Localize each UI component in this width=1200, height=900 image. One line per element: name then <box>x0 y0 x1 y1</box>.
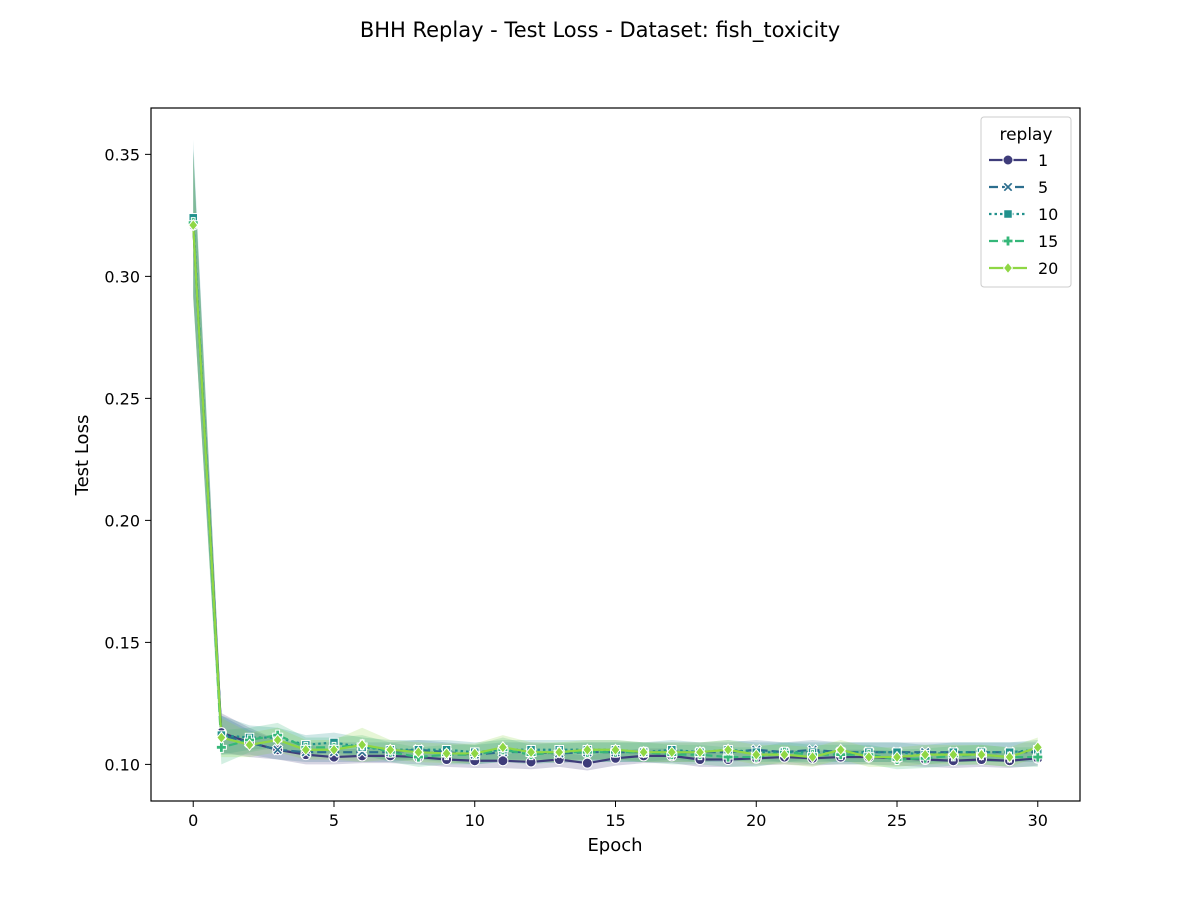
point-series-20-epoch-10 <box>469 747 480 760</box>
legend-marker-20 <box>1002 261 1014 275</box>
line-series-1 <box>192 225 1038 765</box>
y-axis-ticks: 0.10 0.15 0.20 0.25 0.30 0.35 <box>104 145 151 774</box>
point-series-20-epoch-8 <box>413 745 424 759</box>
x-tick-label-10: 10 <box>465 811 485 830</box>
point-series-15-epoch-1 <box>215 741 227 753</box>
plot-area-frame <box>150 107 1081 802</box>
y-tick-label-0.20: 0.20 <box>104 511 140 530</box>
point-series-20-epoch-15 <box>610 743 621 757</box>
line-series-10 <box>192 217 1038 756</box>
series-markers <box>187 213 1044 769</box>
point-series-15-epoch-30 <box>1032 751 1044 763</box>
point-series-20-epoch-27 <box>948 748 959 761</box>
band-series-1 <box>193 151 1038 771</box>
point-series-20-epoch-22 <box>807 750 818 764</box>
x-tick-label-5: 5 <box>329 811 339 830</box>
x-tick-label-30: 30 <box>1028 811 1048 830</box>
point-series-20-epoch-5 <box>328 743 340 757</box>
point-series-1-epoch-14 <box>581 757 593 769</box>
point-series-20-epoch-29 <box>1004 750 1015 764</box>
point-series-20-epoch-24 <box>863 750 875 764</box>
point-series-20-epoch-16 <box>638 745 649 759</box>
chart-title: BHH Replay - Test Loss - Dataset: fish_t… <box>360 18 840 43</box>
legend-label-10: 10 <box>1038 205 1058 224</box>
point-series-20-epoch-11 <box>497 741 509 754</box>
band-series-5 <box>193 149 1038 765</box>
y-axis-label: Test Loss <box>72 415 93 497</box>
point-series-20-epoch-28 <box>976 748 987 761</box>
legend-label-15: 15 <box>1038 232 1058 251</box>
y-tick-label-0.15: 0.15 <box>104 633 140 652</box>
x-tick-label-25: 25 <box>887 811 907 830</box>
legend-label-1: 1 <box>1038 151 1048 170</box>
band-series-15 <box>193 149 1038 770</box>
point-series-20-epoch-12 <box>525 745 537 759</box>
y-tick-label-0.25: 0.25 <box>104 389 140 408</box>
point-series-20-epoch-21 <box>779 748 790 761</box>
y-tick-label-0.35: 0.35 <box>104 145 140 164</box>
point-series-20-epoch-7 <box>385 743 396 757</box>
legend-marker-5 <box>1002 181 1014 193</box>
band-series-10 <box>193 139 1038 765</box>
x-axis-ticks: 0 5 10 15 20 25 30 <box>188 801 1048 830</box>
legend-label-5: 5 <box>1038 178 1048 197</box>
confidence-bands <box>193 139 1038 771</box>
point-series-20-epoch-9 <box>441 747 452 760</box>
legend-title: replay <box>999 125 1052 145</box>
point-series-20-epoch-26 <box>920 748 931 761</box>
point-series-20-epoch-3 <box>272 733 283 747</box>
point-series-20-epoch-6 <box>356 738 368 752</box>
series-lines <box>192 217 1039 765</box>
line-series-15 <box>192 222 1038 761</box>
point-series-20-epoch-25 <box>891 750 903 764</box>
point-series-20-epoch-13 <box>554 745 565 759</box>
point-series-20-epoch-2 <box>244 738 255 752</box>
legend-label-20: 20 <box>1038 259 1058 278</box>
x-tick-label-20: 20 <box>746 811 766 830</box>
point-series-20-epoch-17 <box>666 745 677 759</box>
band-series-20 <box>193 151 1038 767</box>
point-series-20-epoch-23 <box>835 743 846 757</box>
legend-marker-1 <box>1002 154 1014 166</box>
point-series-15-epoch-19 <box>722 751 734 763</box>
legend-marker-10 <box>1003 209 1013 219</box>
x-tick-label-15: 15 <box>605 811 625 830</box>
legend-marker-15 <box>1002 235 1014 247</box>
point-series-1-epoch-11 <box>497 755 509 767</box>
x-axis-label: Epoch <box>587 835 642 856</box>
point-series-20-epoch-20 <box>751 748 762 761</box>
point-series-20-epoch-4 <box>300 743 311 757</box>
point-series-20-epoch-14 <box>582 743 593 757</box>
point-series-20-epoch-30 <box>1032 741 1043 754</box>
point-series-20-epoch-19 <box>722 743 734 757</box>
line-series-20 <box>192 225 1039 759</box>
y-tick-label-0.10: 0.10 <box>104 755 140 774</box>
point-series-20-epoch-18 <box>694 745 706 759</box>
point-series-20-epoch-0 <box>188 218 199 232</box>
y-tick-label-0.30: 0.30 <box>104 267 140 286</box>
point-series-20-epoch-1 <box>216 731 227 744</box>
x-tick-label-0: 0 <box>188 811 198 830</box>
point-series-5-epoch-3 <box>271 744 284 756</box>
line-series-5 <box>192 222 1038 756</box>
